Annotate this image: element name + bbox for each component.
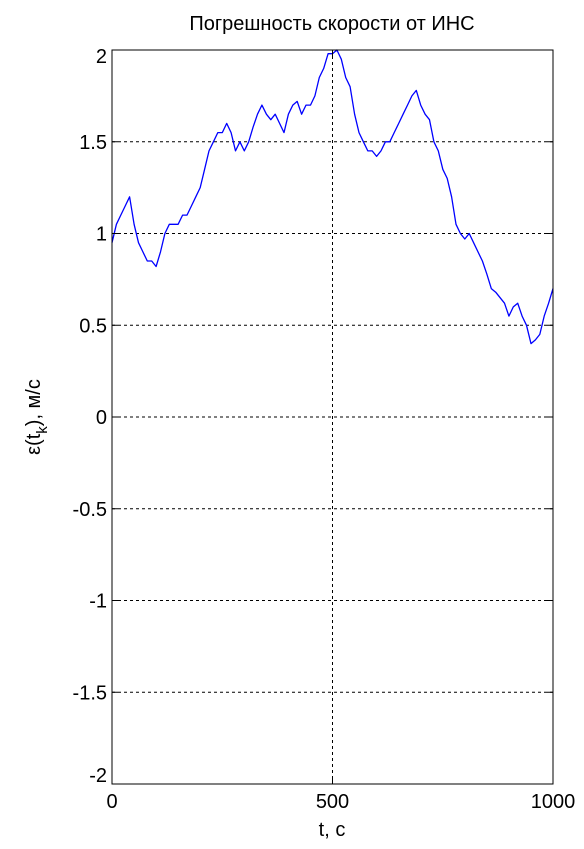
y-tick-label: 0 <box>96 407 107 429</box>
x-tick-label: 1000 <box>531 791 576 813</box>
y-tick-label: 1 <box>96 224 107 246</box>
y-tick-label: 1.5 <box>79 132 107 154</box>
x-tick-labels: 0 500 1000 <box>106 791 575 813</box>
y-tick-label: 2 <box>96 46 107 68</box>
x-tick-label: 0 <box>106 791 117 813</box>
y-axis-label: ε(tk), м/с <box>23 379 51 455</box>
y-tick-label: -0.5 <box>73 499 107 521</box>
x-tick-label: 500 <box>316 791 349 813</box>
y-tick-label: -2 <box>89 765 107 787</box>
y-tick-labels: -2 -1.5 -1 -0.5 0 0.5 1 1.5 2 <box>73 46 107 787</box>
grid-lines <box>112 50 553 784</box>
y-axis-label-subscript: k <box>34 426 51 434</box>
y-tick-label: -1.5 <box>73 682 107 704</box>
y-axis-label-tail: ), м/с <box>23 379 45 426</box>
y-tick-label: 0.5 <box>79 315 107 337</box>
y-tick-label: -1 <box>89 591 107 613</box>
y-axis-label-main: ε(t <box>23 433 45 455</box>
tick-marks <box>111 49 554 785</box>
x-axis-label: t, c <box>319 819 346 841</box>
chart-title: Погрешность скорости от ИНС <box>189 13 474 35</box>
